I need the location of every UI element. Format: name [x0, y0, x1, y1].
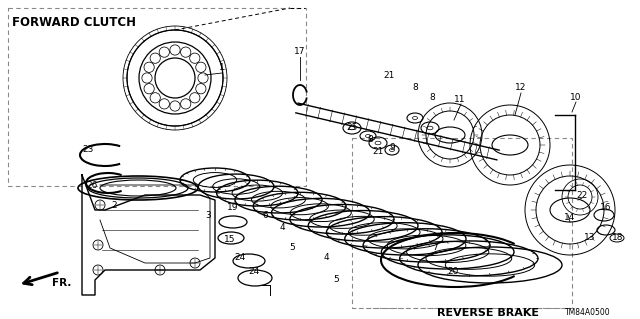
Text: 21: 21 — [383, 70, 395, 79]
Text: 17: 17 — [294, 48, 306, 56]
Text: 8: 8 — [367, 136, 373, 145]
Text: 25: 25 — [346, 123, 358, 132]
Text: 5: 5 — [289, 243, 295, 253]
Text: 16: 16 — [600, 203, 612, 211]
Text: 22: 22 — [577, 190, 588, 199]
Text: 26: 26 — [86, 182, 98, 190]
Text: 20: 20 — [447, 268, 459, 277]
Text: 3: 3 — [205, 211, 211, 219]
Text: 8: 8 — [412, 84, 418, 93]
Text: REVERSE BRAKE: REVERSE BRAKE — [437, 308, 539, 318]
Text: 24: 24 — [234, 254, 246, 263]
Bar — [8, 8, 306, 186]
Text: FR.: FR. — [52, 278, 72, 288]
Text: 13: 13 — [584, 234, 596, 242]
Text: 7: 7 — [432, 243, 438, 253]
Text: 2: 2 — [111, 201, 117, 210]
Text: 1: 1 — [219, 63, 225, 72]
Text: 4: 4 — [279, 224, 285, 233]
Text: 10: 10 — [570, 93, 582, 101]
Text: 15: 15 — [224, 235, 236, 244]
Text: TM84A0500: TM84A0500 — [565, 308, 611, 317]
Text: 18: 18 — [612, 234, 624, 242]
Text: 24: 24 — [248, 268, 260, 277]
Text: 23: 23 — [83, 145, 93, 154]
Text: 5: 5 — [333, 276, 339, 285]
Text: 19: 19 — [227, 204, 239, 212]
Text: FORWARD CLUTCH: FORWARD CLUTCH — [12, 16, 136, 29]
Text: 12: 12 — [515, 84, 527, 93]
Text: 14: 14 — [564, 213, 576, 222]
Bar — [352, 138, 572, 308]
Text: 9: 9 — [389, 144, 395, 152]
Text: 4: 4 — [323, 254, 329, 263]
Text: 11: 11 — [454, 95, 466, 105]
Text: 8: 8 — [429, 93, 435, 102]
Text: 21: 21 — [372, 147, 384, 157]
Text: 6: 6 — [262, 211, 268, 219]
